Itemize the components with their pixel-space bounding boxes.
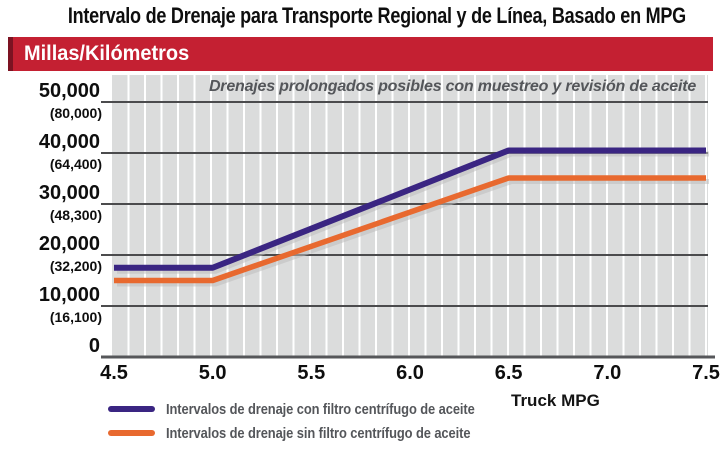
page-title-text: Intervalo de Drenaje para Transporte Reg… — [67, 3, 686, 28]
y-tick-km: (80,000) — [49, 105, 102, 121]
legend-item-con-filtro: Intervalos de drenaje con filtro centríf… — [108, 400, 525, 418]
y-tick-miles: 10,000 — [38, 284, 100, 306]
units-banner: Millas/Kilómetros — [8, 37, 713, 71]
y-tick-miles: 40,000 — [38, 131, 100, 153]
x-tick-label: 4.5 — [100, 362, 128, 384]
series-line-shadow — [117, 178, 709, 287]
y-tick-miles: 0 — [88, 335, 100, 357]
x-axis-title: Truck MPG — [511, 391, 600, 410]
y-tick-km: (32,200) — [49, 258, 102, 274]
y-tick-km: (64,400) — [49, 156, 102, 172]
y-tick-km: (48,300) — [49, 207, 102, 223]
y-tick-km: (16,100) — [49, 309, 102, 325]
page-title: Intervalo de Drenaje para Transporte Reg… — [0, 3, 721, 29]
y-tick-miles: 50,000 — [38, 80, 100, 102]
x-tick-label: 6.0 — [396, 362, 424, 384]
x-tick-label: 6.5 — [494, 362, 523, 384]
orange-line-swatch — [108, 430, 155, 436]
legend-item-sin-filtro: Intervalos de drenaje sin filtro centríf… — [108, 424, 520, 442]
series-line-shadow — [117, 151, 709, 274]
x-tick-label: 7.5 — [692, 362, 720, 384]
legend-label-con-filtro: Intervalos de drenaje con filtro centríf… — [166, 400, 475, 418]
banner-left-edge — [8, 37, 13, 71]
y-tick-miles: 20,000 — [38, 233, 100, 255]
plot-area — [101, 75, 715, 359]
purple-line-swatch — [108, 406, 155, 412]
series-line-sin-filtro — [114, 175, 706, 284]
x-tick-label: 5.0 — [198, 362, 227, 384]
y-tick-miles: 30,000 — [38, 182, 100, 204]
x-tick-label: 7.0 — [593, 362, 622, 384]
series-line-con-filtro — [114, 147, 706, 271]
legend-label-sin-filtro: Intervalos de drenaje sin filtro centríf… — [166, 424, 471, 442]
annotation-text: Drenajes prolongados posibles con muestr… — [208, 78, 697, 95]
x-tick-label: 5.5 — [297, 362, 326, 384]
units-banner-label: Millas/Kilómetros — [24, 42, 190, 65]
